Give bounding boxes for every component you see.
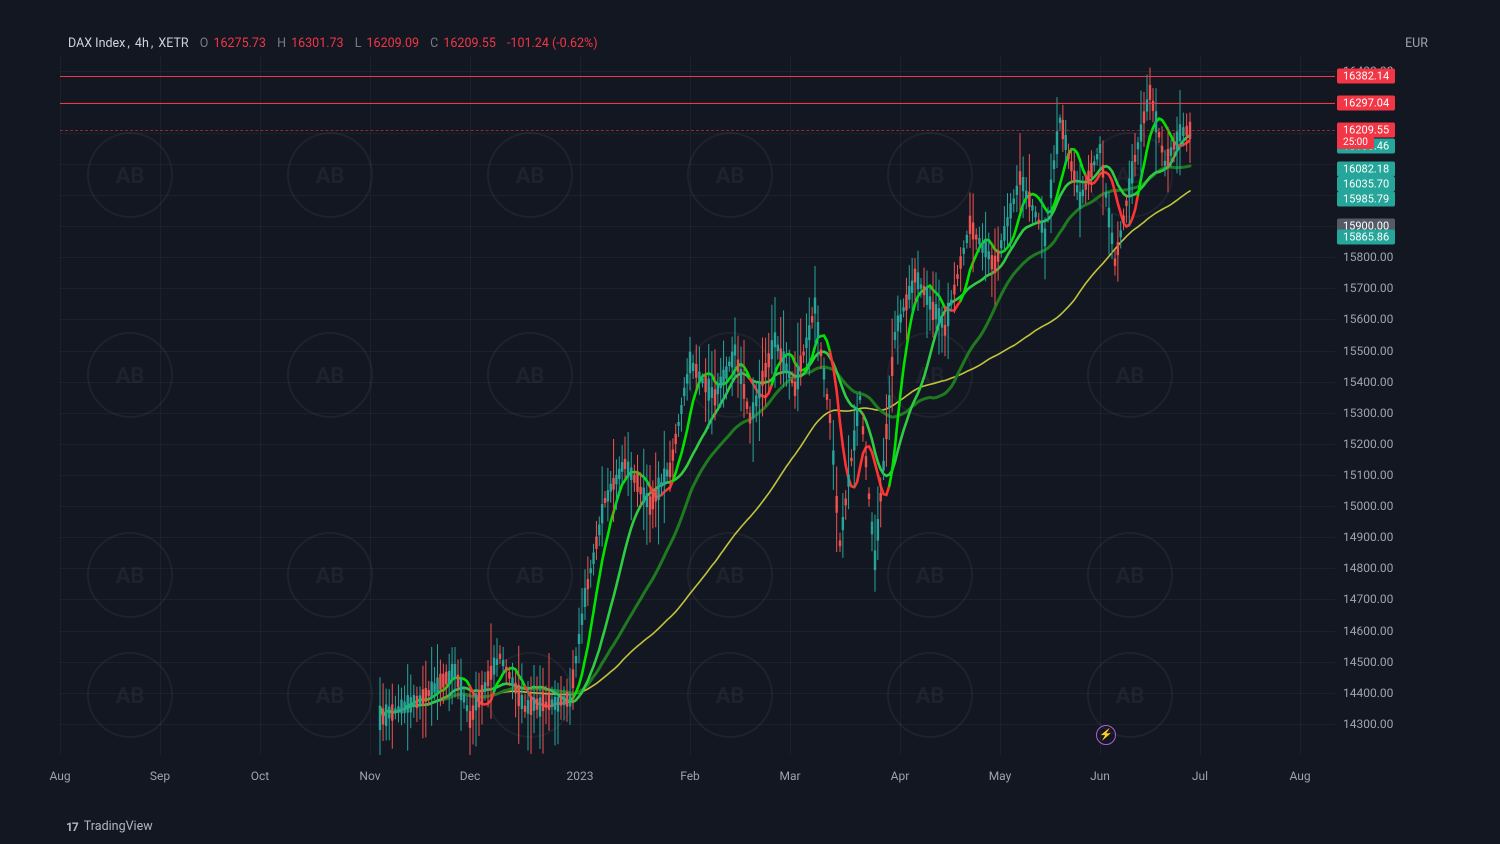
tradingview-logo-icon: 17 bbox=[66, 820, 78, 834]
y-tick-label: 14800.00 bbox=[1343, 561, 1393, 575]
currency-label[interactable]: EUR bbox=[1405, 36, 1428, 51]
close-value: 16209.55 bbox=[443, 36, 495, 51]
y-tick-label: 14300.00 bbox=[1343, 717, 1393, 731]
lightning-icon[interactable]: ⚡ bbox=[1096, 725, 1116, 745]
x-tick-label: May bbox=[989, 769, 1012, 783]
countdown-tag: 25:00 bbox=[1337, 136, 1374, 149]
x-tick-label: Aug bbox=[49, 769, 70, 783]
tradingview-label: TradingView bbox=[84, 819, 153, 834]
x-tick-label: Aug bbox=[1289, 769, 1310, 783]
x-tick-label: Sep bbox=[150, 769, 170, 783]
y-tick-label: 15600.00 bbox=[1343, 312, 1393, 326]
x-tick-label: Apr bbox=[891, 769, 910, 783]
y-tick-label: 15700.00 bbox=[1343, 281, 1393, 295]
y-tick-label: 15500.00 bbox=[1343, 344, 1393, 358]
ohlc-header: DAX Index, 4h, XETR O 16275.73 H 16301.7… bbox=[68, 36, 600, 51]
open-value: 16275.73 bbox=[213, 36, 265, 51]
horizontal-level-line[interactable] bbox=[60, 76, 1335, 77]
x-tick-label: 2023 bbox=[567, 769, 594, 783]
price-tag: 16035.70 bbox=[1337, 176, 1395, 191]
y-tick-label: 15000.00 bbox=[1343, 499, 1393, 513]
x-axis[interactable]: AugSepOctNovDec2023FebMarAprMayJunJulAug bbox=[60, 765, 1335, 790]
y-axis[interactable]: 14300.00 14400.00 14500.00 14600.00 14700.00… bbox=[1335, 55, 1440, 755]
y-tick-label: 15300.00 bbox=[1343, 406, 1393, 420]
x-tick-label: Dec bbox=[460, 769, 481, 783]
y-tick-label: 14500.00 bbox=[1343, 655, 1393, 669]
y-tick-label: 14700.00 bbox=[1343, 592, 1393, 606]
price-tag: 15985.79 bbox=[1337, 192, 1395, 207]
y-tick-label: 14600.00 bbox=[1343, 624, 1393, 638]
candlestick-layer bbox=[60, 55, 1335, 755]
x-tick-label: Oct bbox=[251, 769, 269, 783]
x-tick-label: Mar bbox=[779, 769, 800, 783]
y-tick-label: 14900.00 bbox=[1343, 530, 1393, 544]
price-tag: 16082.18 bbox=[1337, 162, 1395, 177]
x-tick-label: Jun bbox=[1090, 769, 1110, 783]
x-tick-label: Jul bbox=[1192, 769, 1208, 783]
high-letter: H bbox=[277, 36, 286, 51]
chart-plot-area[interactable]: ABABABABABABABABABABABABABABABABABABABAB… bbox=[60, 55, 1335, 755]
x-tick-label: Feb bbox=[680, 769, 700, 783]
y-tick-label: 15200.00 bbox=[1343, 437, 1393, 451]
price-tag: 15865.86 bbox=[1337, 229, 1395, 244]
price-level-tag: 16297.04 bbox=[1337, 95, 1395, 110]
low-value: 16209.09 bbox=[367, 36, 419, 51]
close-letter: C bbox=[430, 36, 438, 51]
y-tick-label: 14400.00 bbox=[1343, 686, 1393, 700]
high-value: 16301.73 bbox=[291, 36, 343, 51]
x-tick-label: Nov bbox=[359, 769, 380, 783]
y-tick-label: 15400.00 bbox=[1343, 375, 1393, 389]
symbol-name[interactable]: DAX Index bbox=[68, 36, 125, 51]
interval[interactable]: 4h bbox=[135, 36, 149, 51]
price-level-tag: 16382.14 bbox=[1337, 69, 1395, 84]
current-price-line bbox=[60, 130, 1335, 131]
footer-brand[interactable]: 17 TradingView bbox=[66, 819, 153, 834]
change-value: -101.24 (-0.62%) bbox=[507, 36, 598, 51]
y-tick-label: 15800.00 bbox=[1343, 250, 1393, 264]
chart-container: DAX Index, 4h, XETR O 16275.73 H 16301.7… bbox=[60, 30, 1440, 800]
y-tick-label: 15100.00 bbox=[1343, 468, 1393, 482]
horizontal-level-line[interactable] bbox=[60, 103, 1335, 104]
exchange: XETR bbox=[158, 36, 188, 51]
low-letter: L bbox=[355, 36, 362, 51]
open-letter: O bbox=[200, 36, 209, 51]
